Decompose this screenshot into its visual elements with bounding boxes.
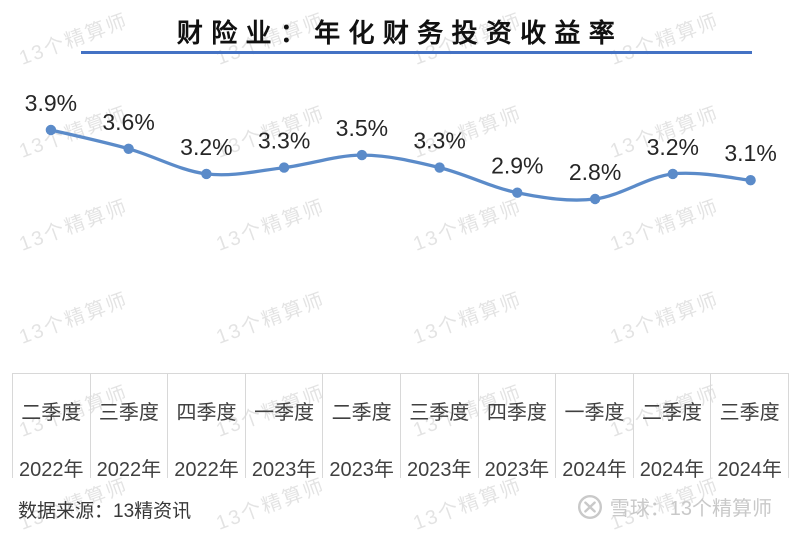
- axis-year-label: 2023年: [407, 459, 472, 481]
- axis-quarter-label: 三季度: [98, 402, 159, 424]
- data-point-label: 3.2%: [180, 134, 232, 160]
- watermark: 13个精算师: [790, 465, 800, 540]
- axis-year-label: 2022年: [96, 459, 162, 481]
- watermark: 13个精算师: [790, 372, 800, 447]
- data-point-marker: [45, 124, 57, 136]
- axis-quarter-label: 三季度: [719, 402, 780, 424]
- axis-cell: 三季度 2023年: [401, 374, 479, 481]
- axis-quarter-label: 二季度: [331, 402, 392, 424]
- site-credit-text: 雪球：13个精算师: [609, 498, 772, 520]
- axis-year-label: 2024年: [717, 459, 782, 481]
- data-point-label: 3.6%: [102, 109, 154, 135]
- axis-year-label: 2023年: [251, 459, 317, 481]
- axis-quarter-label: 一季度: [254, 402, 315, 424]
- data-point-marker: [512, 187, 523, 198]
- axis-quarter-label: 三季度: [409, 402, 470, 424]
- axis-cell: 一季度 2023年: [246, 374, 324, 481]
- data-point-marker: [589, 193, 601, 205]
- axis-quarter-label: 四季度: [176, 402, 237, 424]
- axis-year-label: 2024年: [562, 459, 627, 481]
- axis-cell: 二季度 2022年: [12, 374, 91, 481]
- axis-quarter-label: 一季度: [564, 402, 625, 424]
- x-axis-table: 二季度 2022年 三季度 2022年 四季度 2022年 一季度 2023年 二季度 2023年…: [12, 373, 789, 481]
- data-point-marker: [278, 162, 290, 173]
- data-point-label: 3.1%: [724, 140, 776, 166]
- xueqiu-icon: [577, 494, 602, 519]
- data-point-marker: [667, 168, 678, 180]
- data-point-label: 3.3%: [258, 128, 310, 154]
- axis-quarter-label: 四季度: [486, 402, 547, 424]
- axis-cell: 一季度 2024年: [556, 374, 634, 481]
- title-underline: [81, 51, 752, 54]
- site-credit: 雪球：13个精算师: [577, 492, 772, 521]
- axis-cell: 三季度 2022年: [91, 374, 169, 481]
- axis-cell: 三季度 2024年: [711, 374, 789, 481]
- data-point-marker: [201, 168, 212, 180]
- data-source-text: 数据来源：13精资讯: [18, 501, 192, 522]
- data-point-marker: [745, 175, 756, 186]
- axis-quarter-label: 二季度: [21, 402, 82, 424]
- axis-year-label: 2023年: [484, 459, 550, 481]
- data-point-label: 3.3%: [413, 128, 465, 154]
- axis-year-label: 2023年: [329, 459, 394, 481]
- axis-year-label: 2024年: [639, 459, 705, 481]
- data-point-label: 3.5%: [336, 115, 388, 141]
- data-point-marker: [123, 143, 134, 154]
- line-chart: 3.9% 3.6% 3.2% 3.3% 3.5% 3.3% 2.9% 2.8% 3.2% 3.1%: [25, 90, 777, 205]
- axis-cell: 二季度 2023年: [323, 374, 401, 481]
- data-point-label: 2.8%: [569, 159, 621, 185]
- axis-cell: 四季度 2022年: [168, 374, 246, 481]
- data-point-label: 3.2%: [647, 134, 699, 160]
- axis-cell: 二季度 2024年: [634, 374, 712, 481]
- axis-year-label: 2022年: [19, 459, 84, 481]
- data-point-marker: [356, 149, 368, 161]
- axis-quarter-label: 二季度: [642, 402, 703, 424]
- axis-year-label: 2022年: [174, 459, 239, 481]
- axis-cell: 四季度 2023年: [479, 374, 557, 481]
- data-point-marker: [434, 162, 445, 173]
- data-point-label: 3.9%: [25, 90, 77, 116]
- chart-title: 财险业：年化财务投资收益率: [176, 18, 624, 48]
- data-point-label: 2.9%: [491, 153, 543, 179]
- series-line: [49, 128, 753, 202]
